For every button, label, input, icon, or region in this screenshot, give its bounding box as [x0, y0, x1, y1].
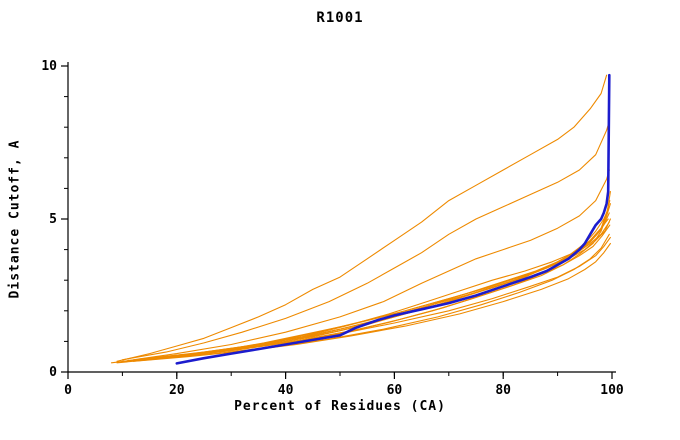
series-model-15 [138, 190, 611, 360]
series-model-09 [187, 218, 611, 356]
series-model-08 [176, 221, 610, 358]
series-model-10 [121, 236, 611, 362]
series-model-04 [110, 200, 611, 364]
series-reference [175, 73, 611, 365]
y-tick-label: 0 [49, 365, 57, 380]
x-tick-label: 100 [600, 383, 624, 398]
x-tick-label: 20 [169, 383, 185, 398]
y-tick-label: 10 [41, 59, 57, 74]
series-model-02 [121, 120, 610, 361]
y-tick-label: 5 [49, 212, 57, 227]
series-model-03 [132, 169, 610, 361]
x-tick-label: 60 [387, 383, 403, 398]
x-tick-label: 80 [495, 383, 511, 398]
x-tick-label: 0 [64, 383, 72, 398]
chart-title: R1001 [316, 10, 364, 26]
series-model-06 [154, 212, 610, 359]
series-model-12 [116, 233, 610, 364]
x-axis-label: Percent of Residues (CA) [234, 399, 446, 414]
series-model-07 [165, 218, 609, 358]
x-tick-label: 40 [278, 383, 294, 398]
series-model-01 [116, 74, 608, 362]
series-model-14 [127, 203, 611, 361]
series-model-11 [132, 242, 611, 362]
